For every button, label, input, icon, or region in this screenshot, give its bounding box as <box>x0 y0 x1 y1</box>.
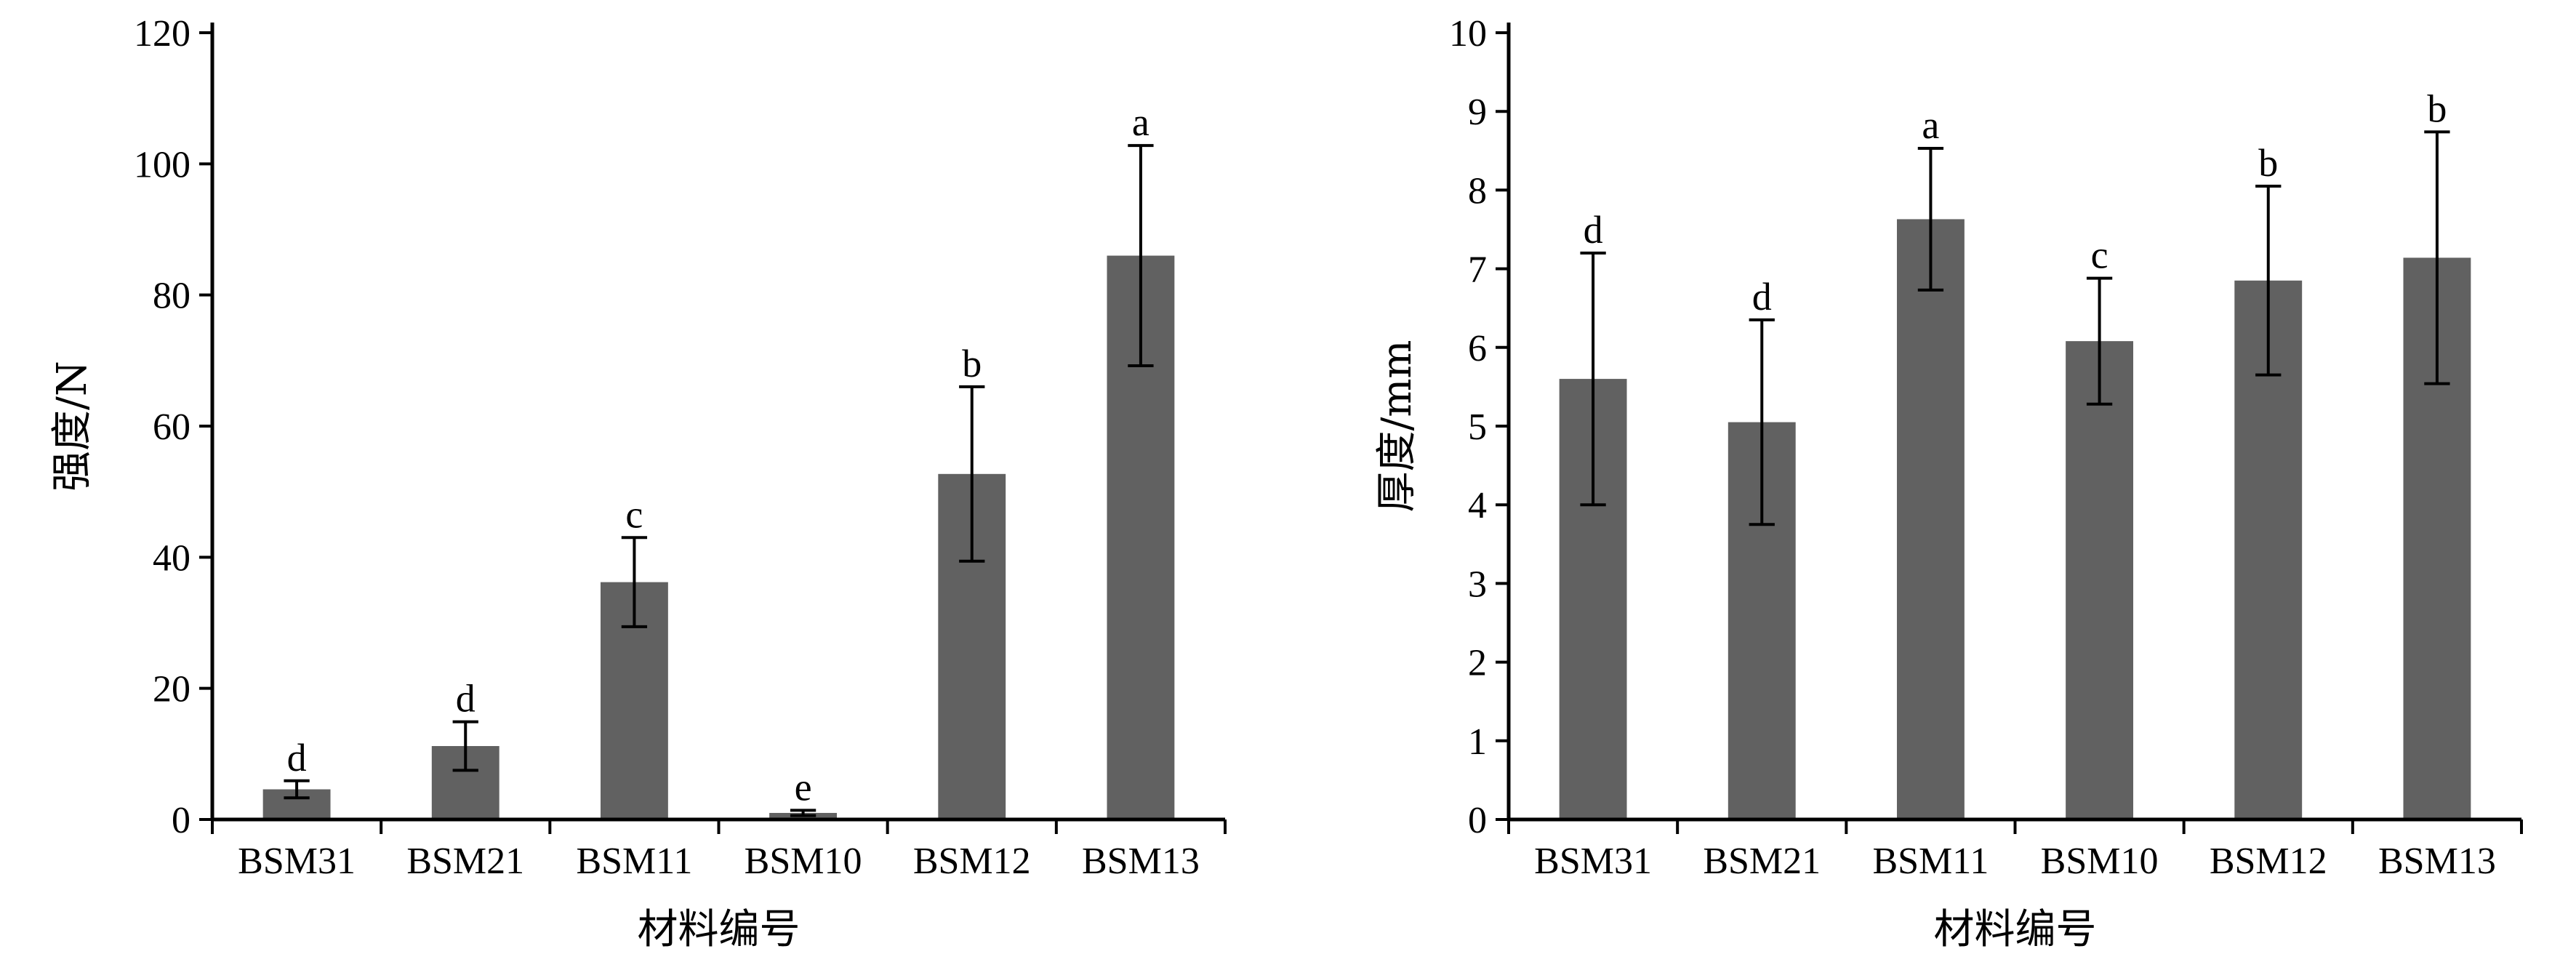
x-tick-label: BSM13 <box>2378 841 2496 882</box>
x-tick-label: BSM11 <box>576 841 692 882</box>
significance-letter: b <box>962 342 982 385</box>
y-tick-label: 5 <box>1468 406 1487 448</box>
thickness-chart-panel: d BSM31 d BSM21 a BSM11 c BSM10 b BSM12 b BSM13 0 1 2 3… <box>1373 13 2523 953</box>
significance-letter: c <box>625 492 643 536</box>
y-tick-label: 100 <box>134 144 190 185</box>
x-tick-label: BSM11 <box>1872 841 1989 882</box>
y-tick-label: 80 <box>153 276 190 317</box>
y-tick-label: 120 <box>134 13 190 55</box>
significance-letter: c <box>2091 233 2108 277</box>
y-tick-label: 0 <box>1468 800 1487 841</box>
significance-letter: d <box>456 677 476 721</box>
y-tick-label: 0 <box>172 800 190 841</box>
x-tick-label: BSM13 <box>1082 841 1200 882</box>
y-tick-label: 4 <box>1468 485 1487 526</box>
x-tick-label: BSM12 <box>913 841 1031 882</box>
x-tick-label: BSM31 <box>238 841 356 882</box>
y-axis-title: 强度/N <box>49 361 96 492</box>
y-tick-label: 2 <box>1468 643 1487 684</box>
significance-letter: a <box>1132 100 1149 144</box>
y-tick-label: 10 <box>1449 13 1487 55</box>
significance-letter: d <box>1752 275 1772 318</box>
x-tick-label: BSM10 <box>745 841 862 882</box>
significance-letter: b <box>2427 87 2447 130</box>
y-tick-label: 40 <box>153 537 190 579</box>
y-tick-label: 20 <box>153 669 190 710</box>
strength-chart-panel: d BSM31 d BSM21 c BSM11 e BSM10 b BSM12 a BSM13 0 20 4… <box>49 13 1227 953</box>
significance-letter: e <box>795 765 812 809</box>
y-tick-label: 60 <box>153 406 190 448</box>
y-tick-label: 9 <box>1468 92 1487 133</box>
significance-letter: a <box>1922 103 1939 147</box>
x-tick-label: BSM21 <box>406 841 524 882</box>
y-tick-label: 1 <box>1468 721 1487 763</box>
x-tick-label: BSM21 <box>1703 841 1821 882</box>
x-axis-title: 材料编号 <box>1934 906 2097 953</box>
y-tick-label: 8 <box>1468 170 1487 212</box>
significance-letter: d <box>287 736 307 779</box>
x-axis-title: 材料编号 <box>638 906 801 953</box>
significance-letter: b <box>2258 141 2278 185</box>
significance-letter: d <box>1584 208 1603 252</box>
y-tick-label: 7 <box>1468 249 1487 291</box>
y-axis-title: 厚度/mm <box>1373 340 1421 512</box>
bar <box>1896 219 1965 820</box>
x-tick-label: BSM31 <box>1534 841 1652 882</box>
y-tick-label: 3 <box>1468 564 1487 605</box>
x-tick-label: BSM10 <box>2041 841 2159 882</box>
y-tick-label: 6 <box>1468 328 1487 369</box>
x-tick-label: BSM12 <box>2210 841 2327 882</box>
bar <box>2066 341 2134 819</box>
